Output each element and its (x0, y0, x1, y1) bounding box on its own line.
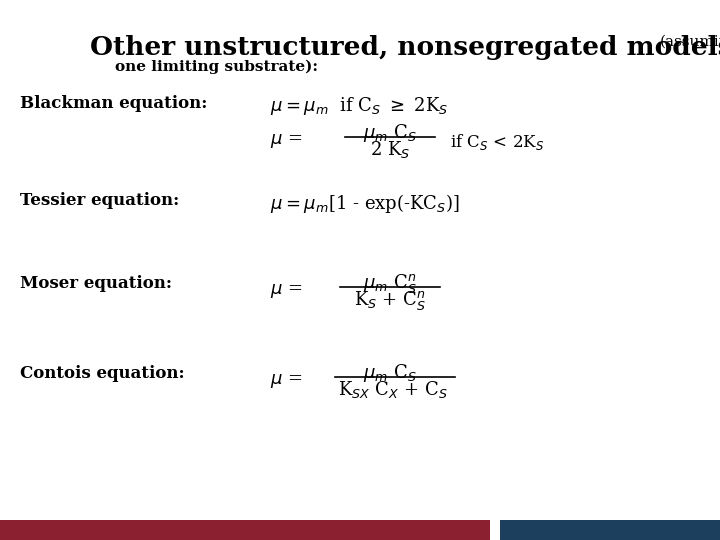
Text: $\mu = \mu_m$  if C$_S$ $\geq$ 2K$_S$: $\mu = \mu_m$ if C$_S$ $\geq$ 2K$_S$ (270, 95, 449, 117)
Text: Other unstructured, nonsegregated models: Other unstructured, nonsegregated models (90, 35, 720, 60)
Text: $\mu$ =: $\mu$ = (270, 282, 302, 300)
Text: Blackman equation:: Blackman equation: (20, 95, 207, 112)
Bar (500, 520, 720, 540)
Text: $\mu_m$ C$_S$: $\mu_m$ C$_S$ (363, 362, 417, 384)
Text: K$_S$ + C$_S^n$: K$_S$ + C$_S^n$ (354, 289, 426, 312)
Text: $\mu$ =: $\mu$ = (270, 132, 302, 150)
Text: (assuming: (assuming (660, 35, 720, 49)
Text: Moser equation:: Moser equation: (20, 275, 172, 292)
Text: $\mu_m$ C$_S^n$: $\mu_m$ C$_S^n$ (363, 272, 417, 295)
Text: $\mu$ =: $\mu$ = (270, 372, 302, 390)
Text: Contois equation:: Contois equation: (20, 365, 184, 382)
Bar (0, 520, 490, 540)
Text: 2 K$_S$: 2 K$_S$ (370, 139, 410, 160)
Text: $\mu = \mu_m$[1 - exp(-KC$_S$)]: $\mu = \mu_m$[1 - exp(-KC$_S$)] (270, 192, 460, 215)
Text: $\mu_m$ C$_S$: $\mu_m$ C$_S$ (363, 122, 417, 144)
Text: one limiting substrate):: one limiting substrate): (115, 60, 318, 75)
Text: K$_{SX}$ C$_X$ + C$_S$: K$_{SX}$ C$_X$ + C$_S$ (338, 379, 448, 400)
Text: Tessier equation:: Tessier equation: (20, 192, 179, 209)
Text: if C$_S$ < 2K$_S$: if C$_S$ < 2K$_S$ (450, 132, 544, 152)
